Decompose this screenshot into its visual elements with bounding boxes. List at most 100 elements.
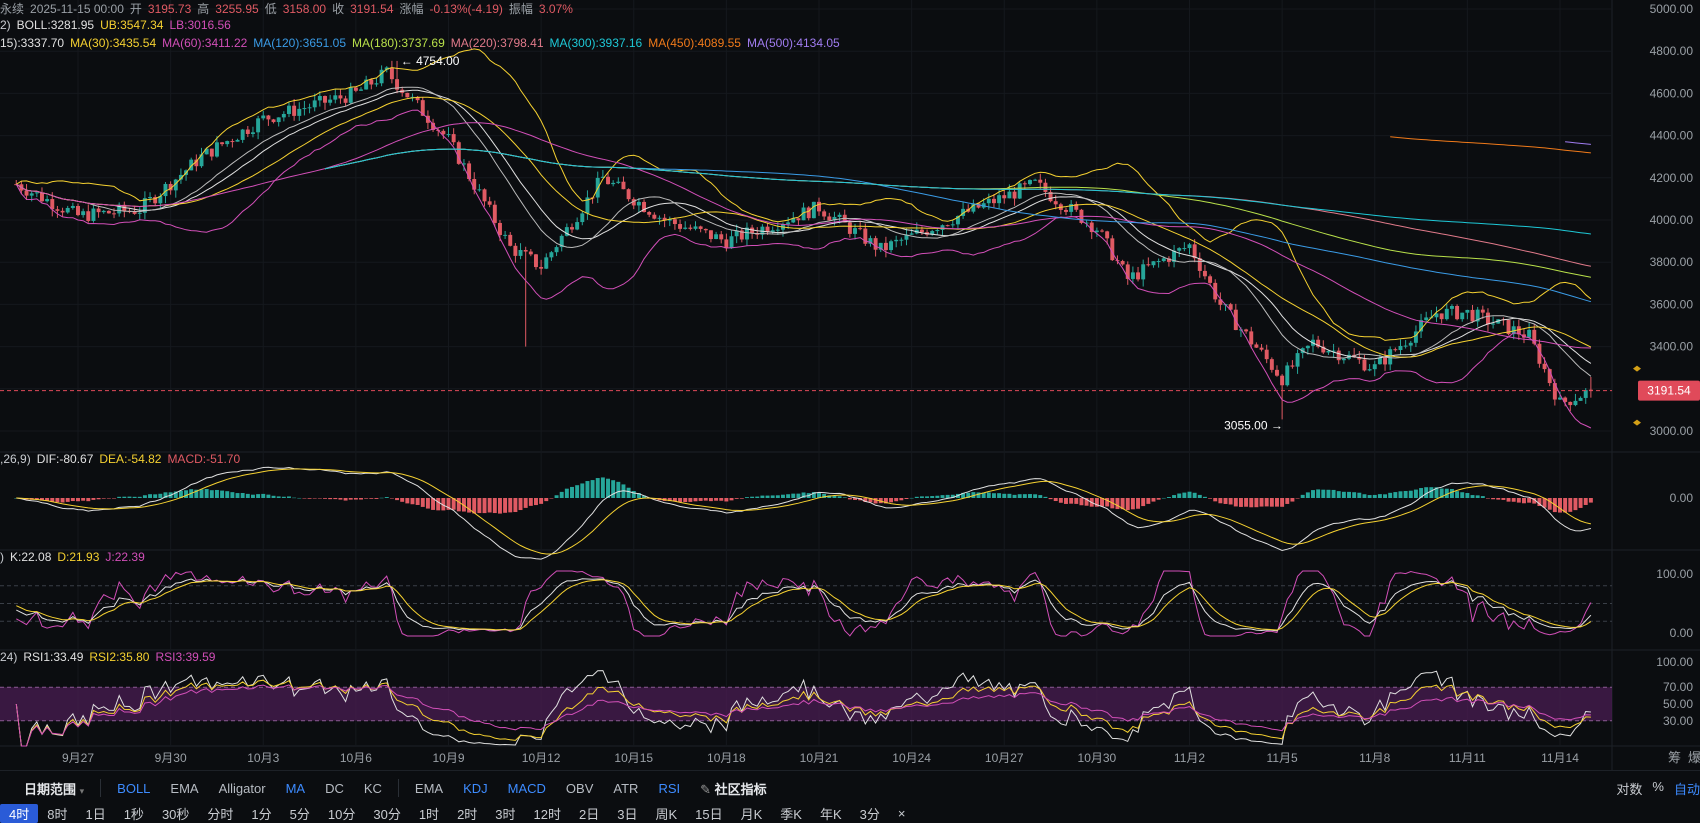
sub-indicator-atr-button[interactable]: ATR [613,780,639,796]
candle-body [585,197,590,214]
timeframe-0-button[interactable]: 4时 [0,803,39,823]
log-scale-toggle[interactable]: 对数 [1616,782,1643,797]
timeframe-9-button[interactable]: 30分 [373,806,401,822]
sub-indicator-macd-button[interactable]: MACD [507,780,546,796]
candle-body [302,108,307,110]
macd-histogram-bar [1269,498,1274,507]
candle-body [1305,345,1310,349]
timeframe-15-button[interactable]: 3日 [617,806,638,822]
macd-histogram-bar [1439,488,1444,498]
macd-histogram-bar [765,495,770,498]
candle-body [760,226,765,235]
timeframe-6-button[interactable]: 1分 [251,806,272,822]
timeframe-8-button[interactable]: 10分 [327,806,356,822]
macd-histogram-bar [436,498,441,511]
timeframe-11-button[interactable]: 2时 [457,806,478,822]
macd-histogram-bar [1429,487,1434,498]
indicator-boll-button[interactable]: BOLL [117,780,151,796]
timeframe-13-button[interactable]: 12时 [533,806,561,822]
macd-histogram-bar [523,498,528,508]
x-tick-label: 10月12 [522,751,561,765]
corner-label: 筹 [1668,750,1681,766]
timeframe-4-button[interactable]: 30秒 [161,806,190,822]
timeframe-2-button[interactable]: 1日 [85,806,106,822]
candle-body [580,213,585,223]
macd-histogram-bar [106,498,111,499]
rsi3-value: RSI3:39.59 [155,650,216,664]
candle-body [1285,365,1290,386]
candle-body [1419,320,1424,332]
timeframe-16-button[interactable]: 周K [655,806,678,822]
candle-body [204,148,209,155]
candle-body [1002,195,1007,199]
auto-scale-toggle[interactable]: 自动 [1673,782,1700,797]
timeframe-12-button[interactable]: 3时 [495,806,516,822]
timeframe-21-button[interactable]: 3分 [859,806,880,822]
candle-body [652,214,657,219]
open-value: 3195.73 [147,2,192,16]
macd-histogram-bar [1578,498,1583,508]
timeframe-1-button[interactable]: 8时 [47,806,68,822]
timeframe-20-button[interactable]: 年K [819,806,842,822]
candle-body [739,230,744,240]
ma220-value: MA(220):3798.41 [450,36,544,50]
kline-chart[interactable]: 5000.00 4800.00 4600.00 4400.00 4200.00 4000.… [0,0,1700,770]
sub-indicator-ema-button[interactable]: EMA [414,780,444,796]
candle-body [1028,180,1032,185]
timeframe-14-button[interactable]: 2日 [579,806,600,822]
date-range-button[interactable]: 日期范围 ▾ [14,779,94,798]
candle-body [1254,344,1259,348]
macd-histogram-bar [883,498,888,504]
ma450-value: MA(450):4089.55 [648,36,741,50]
sub-indicator-kdj-button[interactable]: KDJ [463,780,488,796]
macd-histogram-bar [1238,498,1243,507]
macd-histogram-bar [513,498,518,513]
macd-histogram-bar [225,491,230,498]
indicator-alligator-button[interactable]: Alligator [218,780,266,796]
macd-histogram-bar [1398,491,1403,498]
timeframe-17-button[interactable]: 15日 [695,806,723,822]
change-label: 涨幅 [399,2,424,16]
macd-histogram-bar [307,498,312,499]
rsi2-value: RSI2:35.80 [89,650,150,664]
x-tick-label: 10月30 [1078,751,1117,765]
toolbar-divider [397,779,399,797]
indicator-ema-button[interactable]: EMA [170,780,199,796]
macd-histogram-bar [595,478,600,498]
low-value: 3158.00 [282,2,327,16]
community-indicators-button[interactable]: ✎ 社区指标 [690,779,777,798]
timeframe-3-button[interactable]: 1秒 [123,806,144,822]
macd-histogram-bar [1079,498,1084,506]
candle-body [1568,401,1573,406]
percent-scale-toggle[interactable]: % [1652,779,1664,794]
candle-body [1187,244,1192,249]
indicator-dc-button[interactable]: DC [325,780,344,796]
sub-indicator-rsi-button[interactable]: RSI [658,780,681,796]
macd-histogram-bar [693,498,698,502]
macd-histogram-bar [544,498,549,502]
candle-body [271,119,276,123]
kdj-d-line [16,579,1592,631]
candle-body [1491,323,1496,325]
indicator-ma-button[interactable]: MA [285,780,306,796]
timeframe-19-button[interactable]: 季K [780,806,802,822]
candle-body [883,242,888,251]
candle-body [1506,319,1511,335]
macd-histogram-bar [50,498,55,502]
timeframe-5-button[interactable]: 分时 [207,806,234,822]
timeframe-10-button[interactable]: 1时 [418,806,440,822]
macd-histogram-bar [724,498,729,502]
sub-indicator-obv-button[interactable]: OBV [565,780,594,796]
corner-label: 爆 [1688,751,1700,766]
candle-body [256,118,261,133]
timeframe-18-button[interactable]: 月K [740,806,763,822]
indicator-kc-button[interactable]: KC [363,780,382,796]
ma450-line [1390,136,1591,154]
macd-histogram-bar [1511,498,1516,502]
macd-histogram-bar [261,493,266,498]
macd-histogram-bar [1244,498,1249,507]
close-icon[interactable]: × [897,805,906,821]
candle-body [729,236,734,249]
symbol-prefix: 永续 [0,2,25,16]
timeframe-7-button[interactable]: 5分 [289,806,310,822]
